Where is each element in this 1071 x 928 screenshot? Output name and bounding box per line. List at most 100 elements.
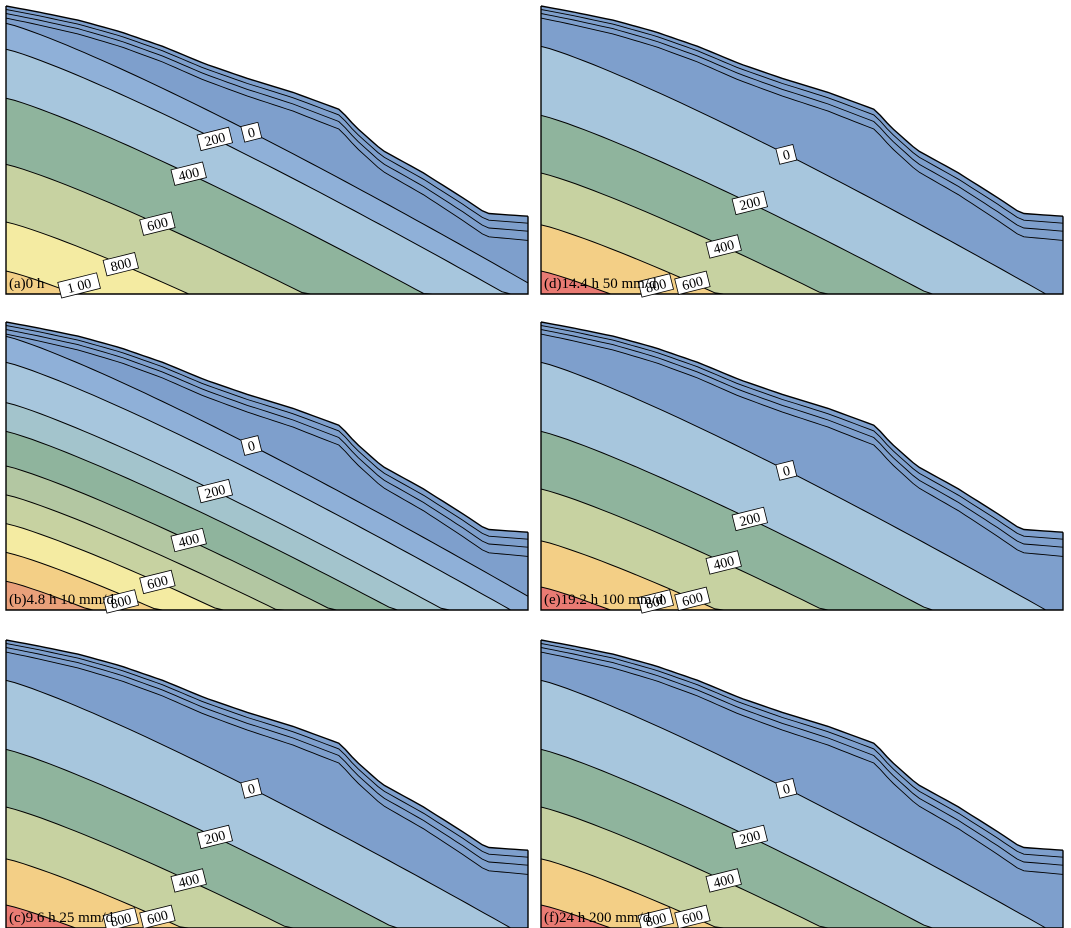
contour-line-1	[6, 748, 528, 928]
contour-label-text: 400	[177, 872, 201, 892]
contour-label-text: 400	[712, 554, 736, 574]
contour-label-3: 600	[139, 211, 176, 236]
panel-e-plot: 0 200 400 600 800(e)19.2 h 100 mm/d	[540, 321, 1064, 614]
contour-label-2: 400	[170, 161, 207, 186]
contour-line-2	[6, 402, 528, 610]
contour-label-text: 400	[177, 532, 201, 552]
contour-label-text: 0	[246, 782, 256, 798]
contour-label-3: 600	[139, 569, 176, 595]
contour-label-2: 400	[170, 868, 207, 893]
contour-label-text: 600	[681, 274, 705, 294]
surface-layer-line-1	[6, 13, 528, 232]
contour-line-3	[541, 224, 1063, 294]
contour-label-text: 0	[781, 782, 791, 798]
panel-f-plot: 0 200 400 600 800(f)24 h 200 mm/d	[540, 639, 1064, 928]
contour-label-2: 400	[705, 550, 742, 575]
surface-layer-line-2	[541, 651, 1063, 875]
panel-a-plot: 0 200 400 600 800 1 00 (a)0 h	[5, 5, 529, 299]
contour-line-0	[541, 679, 1063, 928]
contour-label-1: 200	[196, 126, 233, 152]
contour-label-0: 0	[775, 144, 798, 165]
panel-a: 0 200 400 600 800 1 00 (a)0 h	[5, 5, 529, 299]
panel-caption: (a)0 h	[9, 276, 45, 292]
contour-label-3: 600	[674, 270, 711, 295]
panel-b: 0 200 400 600 800 (b)4.8 h 10 mm/d	[5, 321, 529, 614]
surface-layer-line-1	[6, 329, 528, 548]
contour-label-4: 800	[637, 273, 674, 298]
contour-line-2	[6, 97, 528, 294]
surface-layer-line-0	[541, 325, 1063, 540]
contour-line-3	[6, 163, 528, 294]
contour-line-3	[541, 858, 1063, 928]
contour-label-3: 600	[139, 904, 176, 928]
contour-label-2: 400	[705, 868, 742, 893]
contour-line-5	[6, 494, 528, 610]
contour-label-text: 400	[712, 238, 736, 258]
panel-d-plot: 0 200 400 600 800(d)14.4 h 50 mm/d	[540, 5, 1064, 298]
contour-label-text: 200	[203, 483, 227, 503]
surface-layer-line-1	[541, 647, 1063, 866]
surface-layer-line-0	[6, 643, 528, 858]
surface-layer-line-2	[6, 17, 528, 241]
surface-layer-line-0	[541, 9, 1063, 224]
contour-line-3	[6, 430, 528, 610]
panel-caption: (e)19.2 h 100 mm/d	[544, 592, 664, 608]
panel-caption: (c)9.6 h 25 mm/d	[9, 910, 114, 926]
contour-line-4	[6, 221, 528, 294]
surface-layer-line-2	[6, 651, 528, 875]
surface-layer-line-0	[541, 643, 1063, 858]
surface-layer-line-1	[6, 647, 528, 866]
contour-label-text: 400	[712, 872, 736, 892]
contour-label-0: 0	[775, 778, 798, 799]
contour-line-2	[541, 806, 1063, 928]
contour-label-text: 800	[109, 256, 133, 276]
panel-caption: (b)4.8 h 10 mm/d	[9, 592, 114, 608]
contour-line-1	[6, 48, 528, 294]
contour-label-1: 200	[196, 478, 233, 504]
panel-caption: (d)14.4 h 50 mm/d	[544, 276, 657, 292]
panel-caption: (f)24 h 200 mm/d	[544, 910, 651, 926]
contour-label-text: 600	[146, 215, 170, 235]
contour-line-1	[541, 114, 1063, 294]
surface-layer-line-0	[6, 9, 528, 224]
contour-label-4: 800	[102, 252, 139, 277]
contour-label-1: 200	[731, 506, 768, 532]
surface-layer-line-1	[541, 13, 1063, 232]
surface-layer-line-2	[541, 17, 1063, 241]
contour-label-text: 0	[781, 464, 791, 480]
section-frame	[5, 640, 529, 928]
contour-label-4: 800	[102, 589, 139, 614]
panel-e: 0 200 400 600 800 (e)19.2 h 100 mm/d	[540, 321, 1064, 614]
contour-line-1	[6, 361, 528, 610]
contour-label-5: 1 00	[57, 272, 101, 299]
contour-line-3	[6, 858, 528, 928]
contour-label-text: 800	[644, 277, 668, 297]
contour-line-0	[541, 45, 1063, 294]
panel-c: 0 200 400 600 800 (c)9.6 h 25 mm/d	[5, 639, 529, 928]
contour-label-text: 0	[246, 439, 256, 455]
contour-line-3	[541, 540, 1063, 610]
contour-line-0	[6, 22, 528, 284]
contour-label-0: 0	[240, 121, 263, 143]
contour-line-7	[6, 551, 528, 610]
contour-label-3: 600	[674, 586, 711, 611]
contour-label-text: 0	[246, 126, 256, 142]
contour-label-text: 1 00	[66, 277, 93, 297]
contour-label-4: 800	[637, 589, 674, 614]
panel-b-plot: 0 200 400 600 800(b)4.8 h 10 mm/d	[5, 321, 529, 614]
contour-label-text: 800	[644, 911, 668, 928]
contour-label-text: 200	[738, 195, 762, 215]
contour-label-1: 200	[731, 824, 768, 850]
contour-label-text: 600	[681, 908, 705, 928]
section-frame	[5, 6, 529, 295]
section-frame	[540, 6, 1064, 295]
section-frame	[5, 322, 529, 611]
ground-surface-line	[5, 5, 529, 217]
contour-line-1	[541, 748, 1063, 928]
contour-label-2: 400	[170, 527, 207, 553]
panel-f: 0 200 400 600 800 (f)24 h 200 mm/d	[540, 639, 1064, 928]
contour-label-text: 200	[738, 829, 762, 849]
contour-label-text: 200	[203, 131, 227, 151]
contour-label-text: 200	[203, 829, 227, 849]
